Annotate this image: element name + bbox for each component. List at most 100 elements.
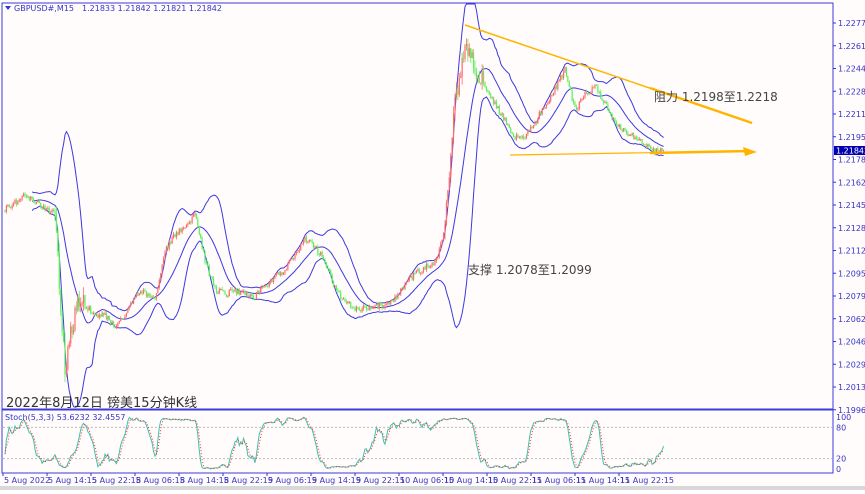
candle (478, 77, 480, 83)
candle (202, 249, 205, 252)
candle (177, 232, 179, 235)
candle (164, 251, 166, 259)
candle (182, 227, 185, 229)
stoch-tick-label: 80 (836, 423, 846, 432)
candle (578, 102, 580, 109)
candle (568, 81, 570, 88)
candle (112, 321, 115, 327)
candle (255, 292, 258, 300)
triangle-down-icon[interactable] (5, 6, 11, 10)
candle (128, 305, 130, 309)
candle (168, 241, 170, 249)
candle (367, 309, 369, 311)
candle (188, 221, 190, 224)
candle (137, 293, 139, 296)
stoch-tick-label: 0 (836, 465, 841, 474)
candle (232, 290, 235, 292)
candle (241, 291, 243, 293)
candle (122, 318, 125, 320)
candle (68, 343, 70, 347)
candle (364, 305, 366, 307)
candle (397, 294, 399, 299)
candle (317, 246, 319, 255)
candle (430, 265, 432, 269)
candle (204, 251, 206, 263)
candle (584, 91, 586, 98)
time-tick-label: 11 Aug 22:15 (620, 476, 674, 485)
candle (102, 312, 105, 315)
candle (131, 303, 133, 305)
candle (561, 75, 563, 78)
candle (487, 89, 489, 92)
candle (461, 58, 463, 77)
candle (535, 122, 538, 124)
candle (58, 251, 60, 289)
support-trendline-thick (649, 149, 751, 155)
candle (357, 307, 359, 308)
candle (565, 66, 568, 77)
candle (490, 94, 492, 98)
candle (71, 326, 73, 334)
candle (392, 300, 395, 303)
candle (368, 306, 370, 311)
candle (114, 326, 116, 328)
candle (574, 102, 576, 107)
candle (538, 111, 540, 119)
candle (441, 239, 443, 244)
candles (4, 38, 665, 383)
candle (215, 287, 218, 293)
candle (395, 296, 398, 299)
candle (658, 150, 660, 152)
candle (651, 148, 653, 151)
candle (564, 66, 566, 72)
candle (118, 321, 120, 323)
candle (621, 129, 623, 132)
candle (12, 203, 15, 206)
candle (307, 241, 309, 243)
candle (132, 298, 135, 304)
candle (51, 209, 53, 212)
candle (237, 290, 239, 294)
candle (474, 68, 476, 73)
candle (115, 326, 118, 328)
candle (75, 307, 78, 311)
price-axis[interactable]: 1.22775 1.22610 1.22445 1.22280 1.22115 1.219… (833, 19, 865, 474)
candle (64, 340, 66, 375)
candle (610, 112, 612, 115)
candle (305, 237, 308, 242)
candle (542, 108, 545, 110)
candle (24, 193, 26, 197)
candle (650, 145, 652, 149)
candle (572, 100, 575, 103)
candle (371, 307, 373, 309)
price-tick-label: 1.22775 (838, 19, 865, 28)
candle (310, 239, 312, 242)
candle (21, 195, 23, 200)
candle (32, 198, 35, 202)
candle (284, 270, 286, 273)
candle (100, 314, 102, 317)
candle (151, 296, 153, 298)
candle (501, 113, 503, 116)
candle (557, 81, 559, 89)
status-strip (0, 486, 865, 490)
candle (52, 209, 55, 211)
candle (582, 97, 585, 100)
candle (338, 290, 340, 293)
price-tick-label: 1.22115 (838, 110, 865, 119)
price-tick-label: 1.21455 (838, 201, 865, 210)
candle (225, 294, 228, 297)
candle (634, 137, 636, 139)
candle (660, 148, 662, 152)
candle (495, 101, 498, 108)
current-price-label: 1.21842 (836, 147, 865, 156)
arrow-head-icon (743, 147, 757, 156)
candle (640, 138, 642, 140)
candle (511, 132, 513, 134)
candle (528, 130, 530, 132)
candle (510, 128, 512, 133)
candle (211, 276, 213, 279)
candle (7, 205, 9, 207)
